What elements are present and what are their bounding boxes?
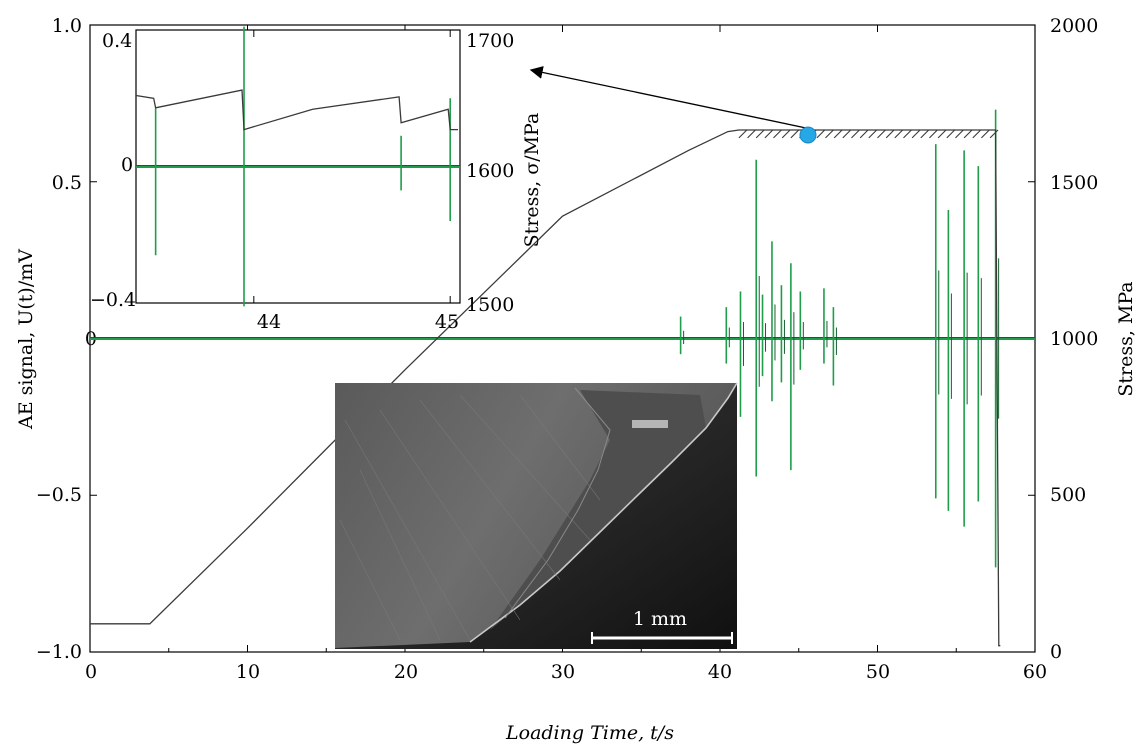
stress-sawtooth-detail: [738, 129, 999, 139]
sem-fracture-line: [504, 387, 611, 619]
sem-edge-highlight: [469, 382, 738, 643]
stress-series-line: [90, 129, 1001, 647]
zoom-marker: [799, 126, 817, 144]
y-right-tick-label: 1000: [1050, 328, 1098, 350]
y-right-tick-labels: 0 500 1000 1500 2000: [1050, 15, 1098, 663]
x-tick-label: 50: [866, 661, 890, 683]
inset-y-left-tick-label: 0.4: [102, 30, 132, 52]
x-tick-label: 40: [708, 661, 732, 683]
inset-y-axis-title: Stress, σ/MPa: [521, 113, 543, 248]
x-axis-title: Loading Time, t/s: [505, 722, 674, 744]
sem-scratch-lines: [339, 394, 601, 641]
y-left-tick-label: 0.5: [52, 172, 82, 194]
y-left-axis-title: AE signal, U(t)/mV: [15, 249, 37, 430]
inset-y-right-tick-label: 1700: [466, 30, 514, 52]
inset-y-right-tick-label: 1500: [466, 294, 514, 316]
ae-signal-series: [90, 109, 1035, 568]
x-tick-label: 60: [1023, 661, 1047, 683]
zoom-arrow: [529, 66, 807, 129]
inset-y-right-tick-label: 1600: [466, 160, 514, 182]
inset-y-left-tick-label: −0.4: [90, 289, 136, 311]
scale-bar-label: 1 mm: [633, 608, 687, 630]
inset-ae-signal: [136, 26, 460, 307]
inset-stress-line: [135, 89, 458, 131]
y-right-tick-label: 0: [1050, 641, 1062, 663]
sem-fracture-zone: [490, 390, 706, 630]
inset-y-left-tick-label: 0: [121, 154, 133, 176]
y-left-tick-labels: −1.0 −0.5 0 0.5 1.0: [36, 15, 97, 663]
y-right-tick-label: 2000: [1050, 15, 1098, 37]
zoom-inset: 0.4 0 −0.4 1700 1600 1500 44 45 Stress, …: [90, 26, 543, 333]
x-tick-label: 0: [85, 661, 97, 683]
x-tick-label: 30: [551, 661, 575, 683]
y-left-tick-label: −0.5: [36, 484, 82, 506]
y-right-tick-label: 500: [1050, 484, 1086, 506]
y-right-axis-title: Stress, MPa: [1115, 281, 1136, 396]
x-tick-labels: 0 10 20 30 40 50 60: [85, 661, 1047, 683]
x-tick-label: 20: [394, 661, 418, 683]
y-left-tick-label: 1.0: [52, 15, 82, 37]
x-tick-label: 10: [236, 661, 260, 683]
y-left-tick-label: −1.0: [36, 641, 82, 663]
sem-tip-detail: [632, 420, 668, 428]
sem-image: 1 mm: [335, 382, 738, 649]
inset-x-tick-label: 44: [257, 311, 281, 333]
y-right-tick-label: 1500: [1050, 172, 1098, 194]
inset-x-tick-label: 45: [435, 311, 459, 333]
